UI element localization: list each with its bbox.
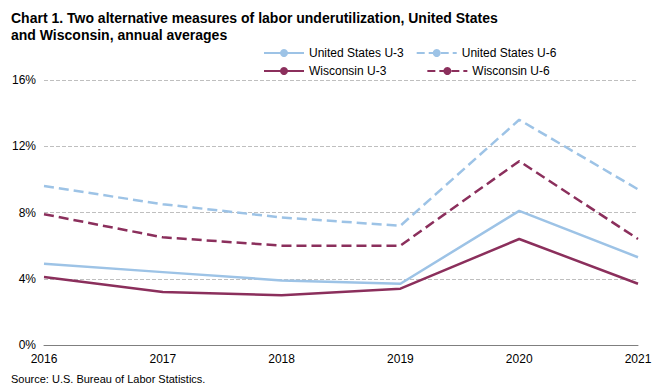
svg-text:2021: 2021 xyxy=(625,352,652,366)
svg-text:4%: 4% xyxy=(19,272,37,286)
svg-text:8%: 8% xyxy=(19,206,37,220)
svg-text:16%: 16% xyxy=(12,73,36,87)
svg-text:2020: 2020 xyxy=(506,352,533,366)
svg-text:Source: U.S. Bureau of Labor S: Source: U.S. Bureau of Labor Statistics. xyxy=(11,373,205,385)
svg-text:2019: 2019 xyxy=(387,352,414,366)
svg-text:0%: 0% xyxy=(19,338,37,352)
svg-text:United States U-3: United States U-3 xyxy=(309,46,404,60)
svg-text:and Wisconsin, annual averages: and Wisconsin, annual averages xyxy=(11,27,227,43)
svg-text:Wisconsin U-3: Wisconsin U-3 xyxy=(309,64,387,78)
svg-text:Wisconsin U-6: Wisconsin U-6 xyxy=(472,64,550,78)
svg-text:2016: 2016 xyxy=(31,352,58,366)
svg-text:12%: 12% xyxy=(12,139,36,153)
svg-text:Chart 1. Two alternative measu: Chart 1. Two alternative measures of lab… xyxy=(11,10,502,26)
svg-text:2017: 2017 xyxy=(149,352,176,366)
svg-text:United States U-6: United States U-6 xyxy=(462,46,557,60)
svg-text:2018: 2018 xyxy=(268,352,295,366)
